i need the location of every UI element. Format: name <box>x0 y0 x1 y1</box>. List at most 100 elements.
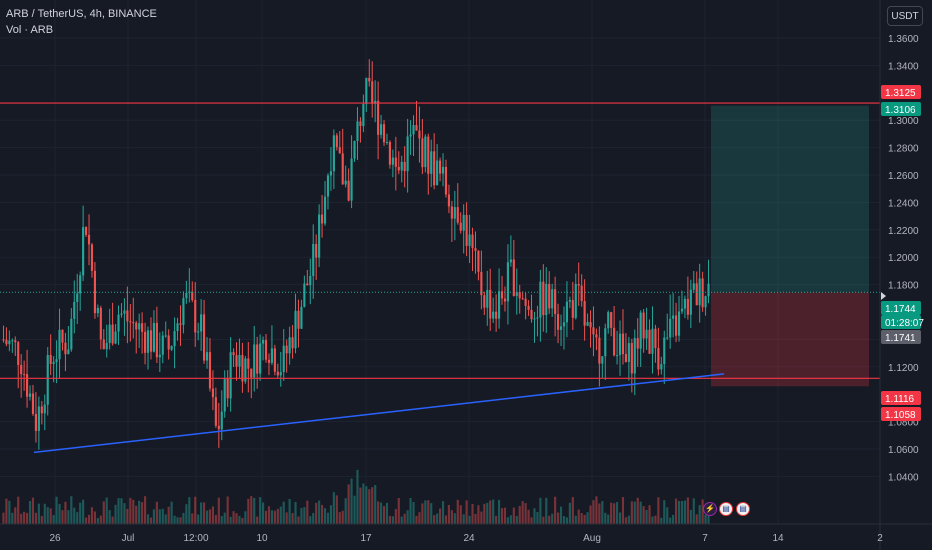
candle-body <box>663 337 666 365</box>
volume-bar <box>353 495 356 524</box>
volume-bar <box>87 514 91 524</box>
volume-bar <box>114 504 117 524</box>
support-trendline <box>33 373 725 454</box>
candle-body <box>359 121 362 127</box>
candle-body <box>527 305 530 310</box>
candle-body <box>43 404 46 414</box>
x-tick-label: Aug <box>583 533 601 544</box>
volume-bar <box>459 505 462 524</box>
candle-body <box>52 361 55 364</box>
volume-bar <box>397 497 400 524</box>
price-label: 1.1116 <box>885 394 915 405</box>
volume-bar <box>182 512 185 524</box>
candle-body <box>657 347 660 370</box>
volume-bar <box>492 499 495 524</box>
volume-bar <box>465 500 468 524</box>
volume-bar <box>403 513 406 524</box>
volume-bar <box>203 502 206 524</box>
candle-body <box>303 283 306 307</box>
volume-bar <box>471 503 474 524</box>
volume-bar <box>663 500 666 524</box>
candle-body <box>453 207 456 219</box>
candle-body <box>276 371 279 376</box>
y-tick-label: 1.1800 <box>888 281 919 292</box>
us-flag-event-icon[interactable]: ▤ <box>719 502 733 516</box>
candle-body <box>37 406 40 431</box>
volume-bar <box>235 513 238 524</box>
volume-bar <box>385 502 389 524</box>
candle-body <box>132 322 135 324</box>
volume-bar <box>616 502 619 524</box>
price-label: 01:28:07 <box>885 318 924 329</box>
volume-bar <box>73 507 76 524</box>
volume-bar <box>82 499 85 524</box>
volume-bar <box>512 507 515 524</box>
candle-body <box>164 335 167 337</box>
volume-bar <box>338 512 341 524</box>
y-tick-label: 1.2800 <box>888 144 919 155</box>
volume-bar <box>503 507 507 524</box>
lightning-event-icon[interactable]: ⚡ <box>703 502 717 516</box>
currency-button[interactable]: USDT <box>887 6 923 26</box>
volume-bar <box>365 486 368 524</box>
volume-indicator-label[interactable]: Vol · ARB <box>6 24 54 36</box>
volume-bar <box>341 510 344 524</box>
volume-bar <box>303 507 306 524</box>
candle-body <box>306 283 309 286</box>
candle-body <box>191 291 194 300</box>
volume-bar <box>483 503 486 524</box>
volume-bar <box>692 498 695 524</box>
volume-bar <box>167 506 170 524</box>
volume-bar <box>427 500 430 524</box>
volume-bar <box>530 517 533 524</box>
x-tick-label: 24 <box>463 533 475 544</box>
volume-bar <box>49 508 52 524</box>
price-label-bg <box>881 407 921 421</box>
candle-body <box>686 298 689 315</box>
candle-body <box>182 298 185 325</box>
candle-body <box>17 342 20 366</box>
x-tick-label: 10 <box>256 533 268 544</box>
candle-body <box>108 324 111 343</box>
candle-body <box>613 327 616 356</box>
candle-body <box>64 342 67 355</box>
candle-body <box>447 194 450 207</box>
volume-bar <box>391 516 394 524</box>
candle-body <box>285 345 288 354</box>
candle-body <box>580 285 583 301</box>
volume-bar <box>589 505 592 524</box>
volume-bar <box>52 515 55 524</box>
candle-body <box>533 318 536 320</box>
volume-bar <box>256 516 259 524</box>
volume-bar <box>666 507 669 524</box>
candle-body <box>421 138 424 168</box>
volume-bar <box>506 517 509 524</box>
interval-label[interactable]: 4h <box>89 8 102 20</box>
candle-body <box>223 378 226 412</box>
volume-bar <box>105 497 108 524</box>
symbol-name[interactable]: ARB / TetherUS <box>6 8 84 20</box>
candle-body <box>409 134 412 137</box>
candle-body <box>76 293 79 302</box>
volume-bar <box>371 487 374 524</box>
volume-bar <box>176 517 179 524</box>
x-tick-label: 26 <box>49 533 61 544</box>
candle-body <box>365 77 368 105</box>
candle-body <box>300 306 303 329</box>
volume-bar <box>374 485 377 524</box>
volume-bar <box>456 499 459 524</box>
volume-bar <box>285 512 288 524</box>
candle-body <box>141 323 144 332</box>
volume-bar <box>515 515 518 524</box>
us-flag-event-icon[interactable]: ▤ <box>736 502 750 516</box>
volume-bar <box>480 511 483 524</box>
volume-bar <box>498 499 501 524</box>
x-tick-label: 14 <box>772 533 784 544</box>
y-tick-label: 1.2600 <box>888 171 919 182</box>
candle-body <box>321 214 324 224</box>
candle-body <box>412 125 415 135</box>
y-tick-label: 1.0800 <box>888 418 919 429</box>
volume-bar <box>344 498 347 524</box>
candle-body <box>530 309 533 320</box>
